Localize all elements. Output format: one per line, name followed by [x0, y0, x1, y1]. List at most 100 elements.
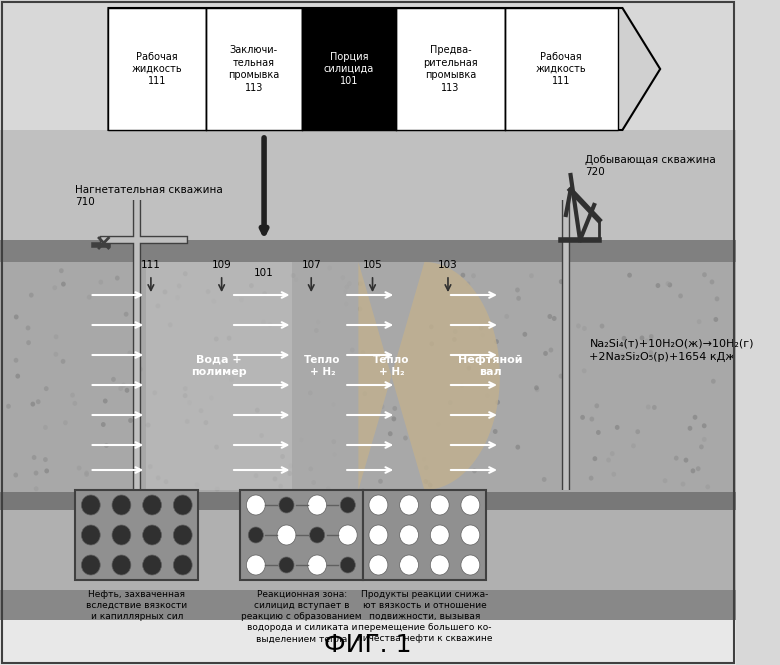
Circle shape: [345, 285, 349, 289]
Circle shape: [87, 295, 91, 300]
Circle shape: [261, 320, 266, 325]
Circle shape: [636, 429, 640, 434]
Circle shape: [278, 483, 283, 489]
Circle shape: [206, 289, 211, 294]
Circle shape: [199, 408, 204, 413]
Circle shape: [648, 350, 653, 355]
Circle shape: [294, 277, 299, 282]
Circle shape: [246, 555, 265, 575]
Circle shape: [649, 334, 654, 339]
Circle shape: [426, 479, 431, 485]
Circle shape: [81, 495, 100, 515]
Circle shape: [70, 392, 75, 398]
Circle shape: [176, 295, 180, 300]
Circle shape: [112, 525, 131, 545]
Circle shape: [363, 391, 367, 396]
Text: Нефтяной
вал: Нефтяной вал: [458, 354, 523, 377]
Circle shape: [495, 400, 500, 405]
Circle shape: [529, 273, 534, 278]
Circle shape: [668, 283, 672, 287]
Circle shape: [350, 348, 355, 352]
Circle shape: [209, 396, 214, 400]
Bar: [396, 8, 505, 130]
Circle shape: [452, 337, 457, 342]
Circle shape: [683, 458, 688, 463]
Circle shape: [272, 476, 278, 481]
Circle shape: [311, 480, 316, 485]
Circle shape: [283, 324, 288, 329]
Circle shape: [164, 479, 168, 484]
Circle shape: [428, 483, 433, 487]
Circle shape: [515, 287, 519, 293]
Circle shape: [516, 445, 520, 450]
Circle shape: [466, 281, 470, 287]
Circle shape: [187, 400, 192, 405]
Bar: [0, 620, 736, 665]
Circle shape: [143, 525, 161, 545]
Bar: [206, 8, 302, 130]
Circle shape: [54, 334, 58, 339]
Circle shape: [119, 386, 123, 391]
Text: 111: 111: [141, 260, 161, 270]
Bar: [240, 490, 363, 580]
Circle shape: [461, 555, 480, 575]
Circle shape: [307, 555, 327, 575]
Circle shape: [248, 527, 264, 543]
Circle shape: [565, 397, 569, 402]
Circle shape: [98, 280, 103, 285]
Circle shape: [663, 478, 668, 483]
Circle shape: [121, 382, 126, 388]
Circle shape: [461, 495, 480, 515]
Circle shape: [472, 468, 477, 473]
Circle shape: [674, 456, 679, 461]
Circle shape: [710, 279, 714, 285]
Circle shape: [32, 455, 37, 460]
Circle shape: [360, 350, 365, 355]
Circle shape: [115, 275, 119, 281]
Circle shape: [332, 439, 336, 444]
Text: Нагнетательная скважина
710: Нагнетательная скважина 710: [76, 185, 223, 207]
Circle shape: [229, 377, 234, 382]
Circle shape: [388, 431, 392, 436]
Circle shape: [332, 452, 337, 457]
Circle shape: [280, 454, 285, 459]
Circle shape: [227, 336, 232, 340]
Circle shape: [424, 465, 429, 470]
Circle shape: [523, 332, 527, 336]
Text: 109: 109: [211, 260, 232, 270]
Circle shape: [104, 443, 108, 448]
Circle shape: [548, 348, 553, 352]
Circle shape: [343, 289, 348, 295]
Circle shape: [681, 481, 686, 487]
Text: 107: 107: [301, 260, 321, 270]
Circle shape: [299, 438, 303, 442]
Circle shape: [665, 281, 670, 286]
Circle shape: [173, 555, 192, 575]
Circle shape: [13, 358, 19, 363]
Circle shape: [143, 555, 161, 575]
Circle shape: [59, 268, 64, 273]
Circle shape: [702, 424, 707, 428]
Circle shape: [173, 525, 192, 545]
Circle shape: [627, 273, 632, 278]
Circle shape: [479, 325, 484, 331]
Circle shape: [183, 386, 188, 391]
Circle shape: [26, 325, 30, 331]
Circle shape: [308, 390, 313, 396]
Circle shape: [307, 495, 327, 515]
Circle shape: [693, 415, 697, 420]
Polygon shape: [108, 8, 660, 130]
Circle shape: [61, 359, 66, 364]
Circle shape: [279, 557, 294, 573]
Circle shape: [369, 555, 388, 575]
Circle shape: [111, 377, 115, 382]
Circle shape: [640, 335, 644, 340]
Circle shape: [259, 433, 264, 438]
Circle shape: [696, 466, 700, 471]
Circle shape: [576, 323, 581, 329]
Circle shape: [195, 482, 200, 487]
Bar: [292, 262, 358, 490]
Circle shape: [331, 402, 336, 407]
Text: Рабочая
жидкость
111: Рабочая жидкость 111: [536, 52, 587, 86]
Circle shape: [326, 486, 331, 491]
